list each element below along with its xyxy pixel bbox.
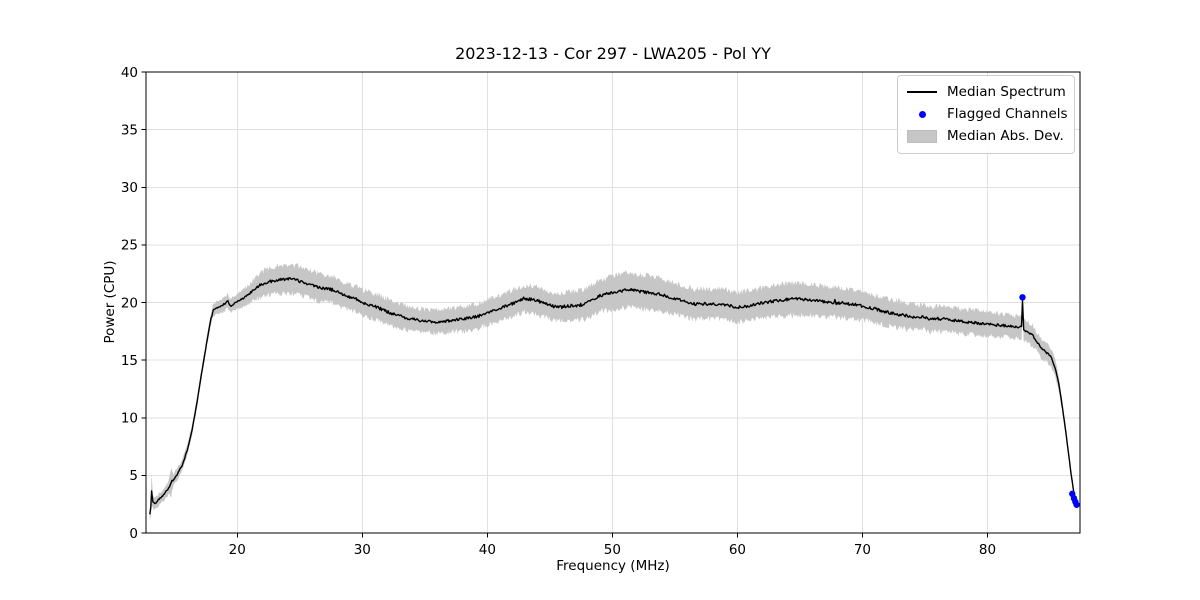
- legend-item-flagged-channels: Flagged Channels: [907, 103, 1068, 125]
- x-tick-label: 20: [229, 542, 246, 558]
- legend-item-median-abs-dev: Median Abs. Dev.: [907, 125, 1065, 147]
- mad-band: [149, 263, 1078, 521]
- y-tick-label: 20: [121, 295, 138, 311]
- legend-line-marker-box: [907, 91, 937, 93]
- flagged-channel-dots: [1019, 294, 1080, 508]
- x-tick-label: 30: [354, 542, 371, 558]
- legend-dot-marker-box: [907, 110, 937, 118]
- x-tick-label: 40: [479, 542, 496, 558]
- legend-item-median-spectrum: Median Spectrum: [907, 81, 1066, 103]
- x-axis-label: Frequency (MHz): [556, 558, 670, 574]
- legend-label: Median Abs. Dev.: [947, 128, 1064, 144]
- y-tick-label: 30: [121, 180, 138, 196]
- x-tick-label: 80: [979, 542, 996, 558]
- legend-patch-marker-box: [907, 129, 937, 143]
- legend-label: Median Spectrum: [947, 84, 1066, 100]
- median-spectrum-line: [149, 277, 1079, 515]
- flagged-channel-dot: [1019, 294, 1026, 301]
- x-tick-label: 70: [854, 542, 871, 558]
- y-tick-label: 40: [121, 65, 138, 81]
- chart-title: 2023-12-13 - Cor 297 - LWA205 - Pol YY: [455, 44, 771, 63]
- y-tick-label: 25: [121, 238, 138, 254]
- y-tick-label: 10: [121, 411, 138, 427]
- axis-tick-labels: 20 30 40 50 60 70 80 0 5 10 15 20 25 30 35 40: [121, 65, 996, 558]
- band-sample-icon: [907, 129, 937, 143]
- axis-ticks: [141, 71, 988, 538]
- y-tick-label: 15: [121, 353, 138, 369]
- mad-band-fill: [149, 263, 1078, 521]
- y-tick-label: 0: [129, 526, 138, 542]
- x-tick-label: 60: [729, 542, 746, 558]
- y-tick-label: 5: [129, 468, 138, 484]
- median-line-path: [149, 277, 1079, 515]
- y-axis-label: Power (CPU): [102, 260, 118, 344]
- legend-label: Flagged Channels: [947, 106, 1068, 122]
- legend-box: Median Spectrum Flagged Channels Median …: [897, 75, 1075, 154]
- x-tick-label: 50: [604, 542, 621, 558]
- flagged-channel-dot: [1073, 501, 1080, 508]
- y-tick-label: 35: [121, 122, 138, 138]
- dot-sample-icon: [918, 110, 926, 118]
- line-sample-icon: [907, 91, 937, 93]
